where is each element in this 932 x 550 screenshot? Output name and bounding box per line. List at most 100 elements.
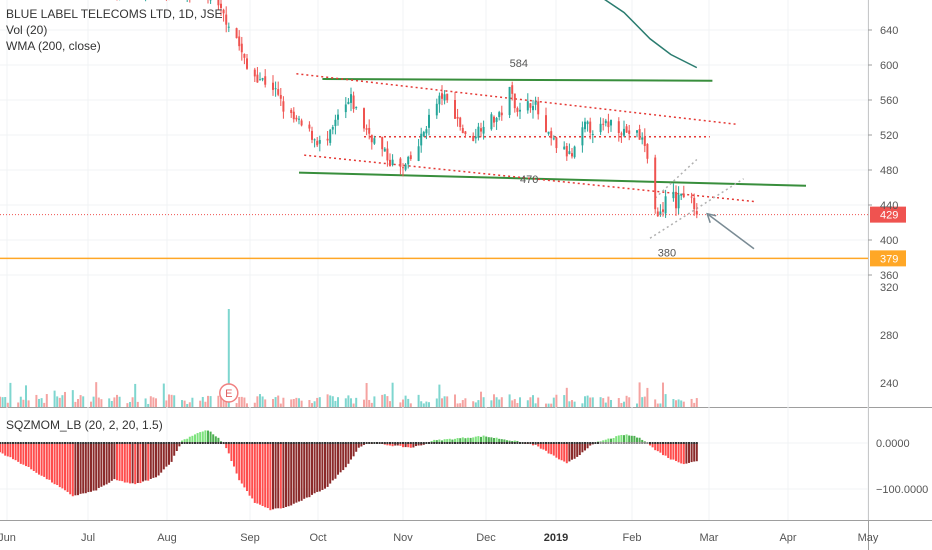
squeeze-dot [201, 442, 204, 444]
squeeze-dot [287, 442, 290, 444]
squeeze-dot [433, 442, 436, 444]
squeeze-dot [482, 442, 485, 444]
momentum-bar [235, 443, 238, 474]
momentum-bar [87, 443, 90, 493]
candle-body [602, 123, 605, 125]
volume-tick-label: 280 [880, 330, 898, 342]
momentum-bar [568, 443, 571, 462]
momentum-bar [186, 438, 189, 443]
squeeze-dot [581, 442, 584, 444]
earnings-badge-label: E [225, 388, 232, 400]
price-tick-label: 640 [880, 25, 898, 37]
momentum-bar [513, 440, 516, 443]
volume-bar [516, 402, 519, 407]
volume-bar [656, 403, 659, 407]
momentum-bar [623, 435, 625, 443]
momentum-bar [469, 437, 472, 443]
momentum-bar [318, 443, 321, 492]
squeeze-dot [277, 442, 280, 444]
momentum-bar [14, 443, 17, 461]
momentum-bar [259, 443, 261, 505]
volume-bar [311, 403, 313, 407]
volume-bar [438, 384, 441, 407]
momentum-bar [659, 443, 662, 453]
volume-bar [695, 398, 698, 407]
x-tick-label: Mar [700, 532, 719, 544]
volume-bar [113, 397, 116, 407]
momentum-bar [168, 443, 170, 465]
momentum-bar [300, 443, 303, 501]
momentum-bar [352, 443, 355, 457]
momentum-bar [201, 431, 204, 443]
volume-bar [17, 402, 20, 407]
volume-bar [277, 395, 280, 407]
squeeze-dot [584, 442, 586, 444]
momentum-bar [675, 443, 677, 462]
volume-bar [149, 396, 152, 407]
squeeze-dot [38, 442, 40, 444]
candle-body [500, 112, 503, 116]
candle-body [474, 136, 477, 139]
volume-bar [350, 398, 352, 407]
momentum-bar [474, 436, 477, 443]
price-tick-label: 520 [880, 130, 898, 142]
squeeze-dot [526, 442, 529, 444]
volume-bar [493, 394, 495, 407]
momentum-bar [64, 443, 66, 491]
momentum-bar [160, 443, 163, 473]
candle-body [261, 78, 264, 80]
candle-body [682, 193, 685, 197]
volume-bar [129, 401, 131, 407]
squeeze-dot [383, 442, 386, 444]
volume-bar [300, 400, 303, 407]
candle-body [672, 191, 675, 199]
volume-bar [318, 397, 321, 407]
candle-body [498, 112, 501, 118]
volume-bar [6, 402, 9, 407]
candle-body [599, 123, 602, 133]
squeeze-dot [129, 442, 131, 444]
volume-bar [511, 400, 514, 407]
momentum-bar [500, 439, 503, 443]
squeeze-dot [589, 442, 592, 444]
momentum-bar [399, 443, 402, 446]
volume-bar [373, 396, 376, 407]
momentum-bar [550, 443, 553, 455]
volume-bar [100, 399, 103, 407]
squeeze-dot [638, 442, 641, 444]
squeeze-dot [303, 442, 306, 444]
volume-bar [144, 398, 147, 407]
volume-bar [459, 403, 462, 407]
candle-body [222, 9, 225, 14]
candle-body [456, 116, 459, 119]
squeeze-dot [79, 442, 82, 444]
momentum-bar [305, 443, 308, 498]
candle-body [493, 116, 495, 123]
momentum-bar [313, 443, 316, 494]
squeeze-dot [238, 442, 241, 444]
momentum-bar [498, 438, 501, 443]
candle-body [508, 86, 511, 116]
momentum-bar [493, 437, 495, 443]
momentum-bar [508, 440, 511, 443]
volume-bar [581, 403, 584, 407]
x-tick-label: Sep [240, 532, 260, 544]
squeeze-dot [675, 442, 677, 444]
squeeze-dot [66, 442, 69, 444]
volume-bar [417, 394, 420, 407]
momentum-bar [233, 443, 235, 467]
squeeze-dot [386, 442, 389, 444]
squeeze-dot [14, 442, 17, 444]
momentum-bar [191, 435, 194, 443]
vol-legend: Vol (20) [6, 23, 48, 37]
momentum-bar [188, 436, 191, 443]
squeeze-dot [594, 442, 597, 444]
momentum-bar [272, 443, 274, 510]
momentum-bar [303, 443, 306, 499]
candle-body [326, 138, 329, 141]
momentum-bar [409, 443, 412, 448]
volume-bar [586, 395, 589, 407]
candle-body [240, 43, 243, 53]
momentum-bar [9, 443, 12, 458]
volume-bar [508, 394, 511, 407]
